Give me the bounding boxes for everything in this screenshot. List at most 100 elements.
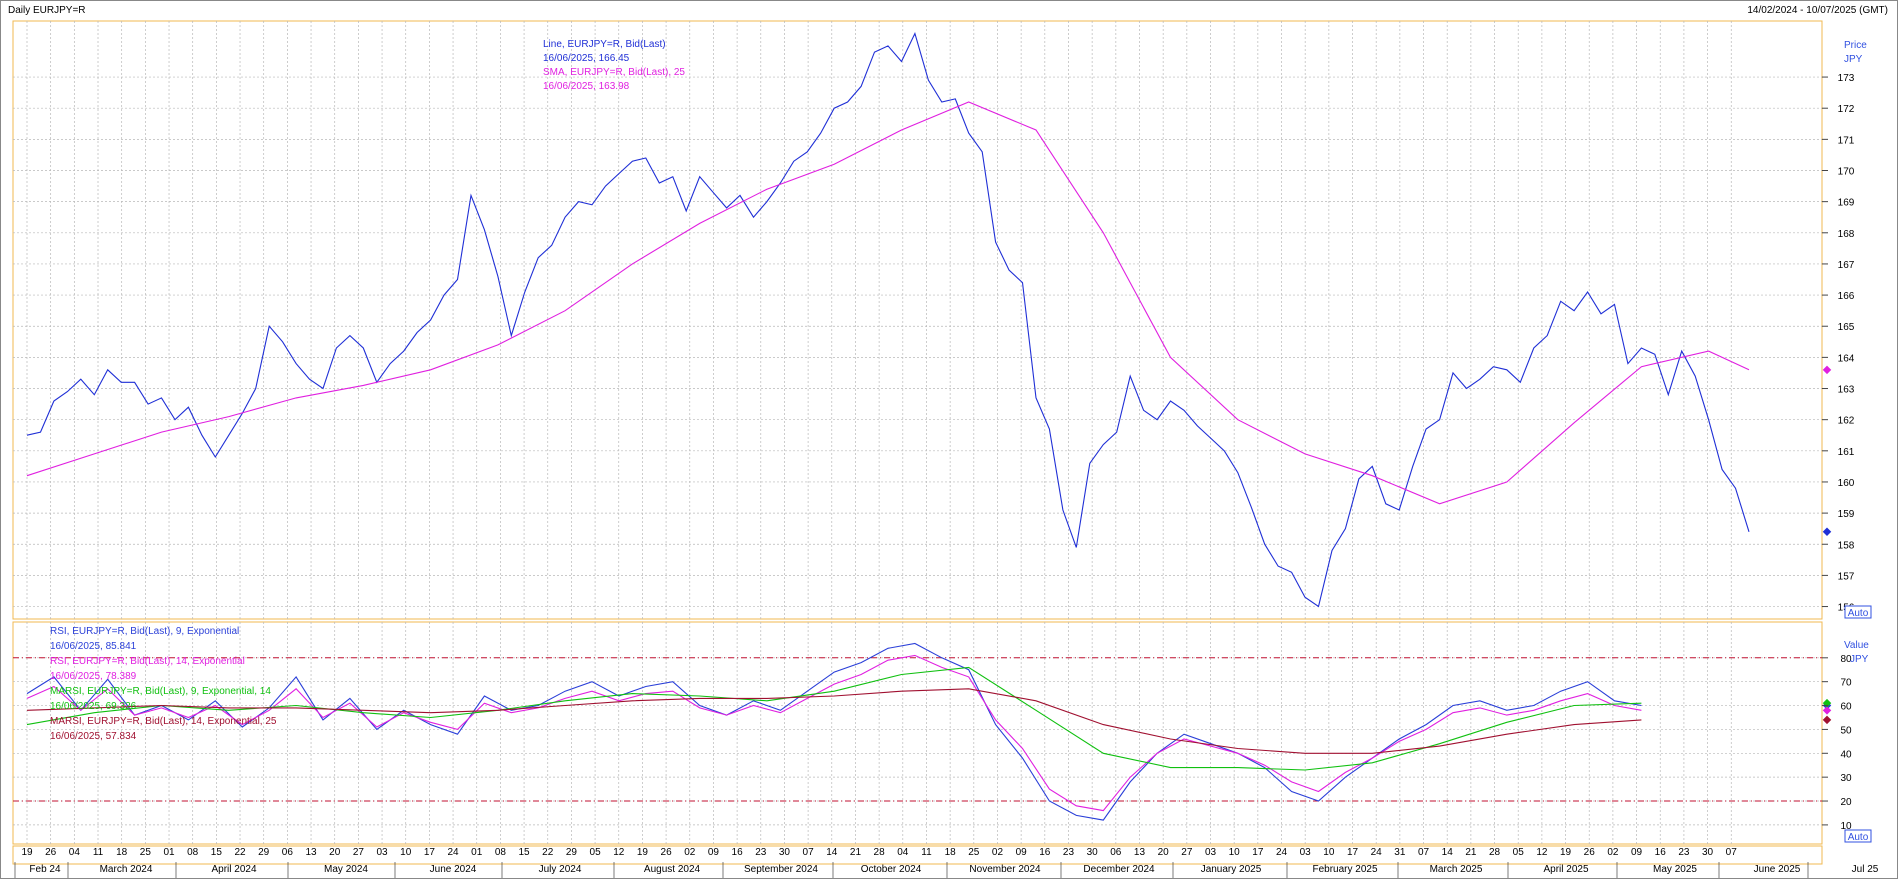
rsi-tick-label: 10 <box>1840 821 1852 832</box>
x-day-label: 01 <box>163 847 175 858</box>
price-tick-label: 160 <box>1838 478 1855 489</box>
x-day-label: 23 <box>1678 847 1690 858</box>
x-day-label: 11 <box>93 847 104 858</box>
price-tick-label: 163 <box>1838 385 1855 396</box>
x-day-label: 09 <box>708 847 720 858</box>
x-month-label: February 2025 <box>1312 864 1377 875</box>
x-day-label: 26 <box>1584 847 1596 858</box>
x-month-label: July 2024 <box>539 864 582 875</box>
x-day-label: 16 <box>1655 847 1667 858</box>
x-day-label: 07 <box>1726 847 1738 858</box>
rsi-tick-label: 50 <box>1840 725 1852 736</box>
x-day-label: 27 <box>1181 847 1193 858</box>
x-day-label: 17 <box>424 847 436 858</box>
last-value-marker <box>1822 715 1832 725</box>
price-legend: Line, EURJPY=R, Bid(Last) 16/06/2025, 166… <box>543 39 685 92</box>
x-day-label: 23 <box>755 847 767 858</box>
x-month-label: May 2025 <box>1653 864 1697 875</box>
rsi-auto-button[interactable] <box>1844 829 1872 843</box>
x-axis: 19 26 04 11 18 25 01 08 15 22 29 06 13 20 27 03 10 17 24 01… <box>14 847 1879 878</box>
x-day-label: 30 <box>1087 847 1099 858</box>
price-tick-label: 173 <box>1838 73 1855 84</box>
x-day-label: 26 <box>661 847 673 858</box>
x-day-label: 20 <box>1158 847 1170 858</box>
x-day-label: 30 <box>779 847 791 858</box>
x-day-label: 12 <box>1536 847 1548 858</box>
price-tick-label: 164 <box>1838 353 1855 364</box>
price-axis-unit: JPY <box>1844 54 1863 65</box>
price-legend-entry: SMA, EURJPY=R, Bid(Last), 25 <box>543 67 685 78</box>
x-day-label: 10 <box>1229 847 1241 858</box>
price-tick-label: 162 <box>1838 416 1855 427</box>
x-day-label: 08 <box>495 847 507 858</box>
x-day-label: 29 <box>566 847 578 858</box>
x-month-label: August 2024 <box>644 864 701 875</box>
price-tick-label: 169 <box>1838 198 1855 209</box>
x-day-label: 08 <box>187 847 199 858</box>
price-gridlines <box>13 21 1822 619</box>
x-day-label: 26 <box>45 847 57 858</box>
x-day-label: 23 <box>1063 847 1075 858</box>
x-month-label: June 2024 <box>430 864 477 875</box>
price-tick-label: 168 <box>1838 229 1855 240</box>
rsi-series-group <box>26 642 1832 821</box>
x-day-label: 09 <box>1631 847 1643 858</box>
x-day-label: 15 <box>519 847 531 858</box>
sma-line-series <box>26 101 1750 505</box>
rsi-axis-title: Value <box>1844 640 1869 651</box>
price-legend-entry: Line, EURJPY=R, Bid(Last) <box>543 39 666 50</box>
price-axis-title: Price <box>1844 40 1867 51</box>
x-day-label: 29 <box>258 847 270 858</box>
x-day-label: 30 <box>1702 847 1714 858</box>
x-day-label: 07 <box>803 847 815 858</box>
x-day-label: 04 <box>897 847 909 858</box>
rsi-legend: RSI, EURJPY=R, Bid(Last), 9, Exponential… <box>50 626 277 742</box>
x-day-label: 20 <box>329 847 341 858</box>
marsi14-line-series <box>26 688 1642 754</box>
price-tick-label: 171 <box>1838 135 1855 146</box>
x-month-label: March 2025 <box>1430 864 1483 875</box>
rsi-legend-entry: MARSI, EURJPY=R, Bid(Last), 9, Exponenti… <box>50 686 271 697</box>
x-day-label: 04 <box>69 847 81 858</box>
rsi14-line-series <box>26 654 1642 812</box>
price-auto-button[interactable] <box>1844 605 1872 619</box>
x-day-label: 25 <box>140 847 152 858</box>
last-value-marker <box>1822 706 1832 715</box>
rsi-tick-label: 40 <box>1840 749 1852 760</box>
rsi-legend-entry: 16/06/2025, 57.834 <box>50 731 137 742</box>
price-tick-label: 165 <box>1838 322 1855 333</box>
x-day-label: 17 <box>1252 847 1264 858</box>
x-month-label: September 2024 <box>744 864 818 875</box>
price-tick-label: 170 <box>1838 167 1855 178</box>
x-day-label: 18 <box>945 847 957 858</box>
x-day-label: 17 <box>1347 847 1359 858</box>
x-day-label: 01 <box>471 847 483 858</box>
rsi-tick-label: 20 <box>1840 797 1852 808</box>
x-day-label: 05 <box>1513 847 1525 858</box>
x-day-label: 28 <box>874 847 886 858</box>
x-month-label: Feb 24 <box>29 864 61 875</box>
x-month-label: June 2025 <box>1754 864 1801 875</box>
x-month-label: December 2024 <box>1083 864 1155 875</box>
last-value-marker <box>1822 365 1832 375</box>
price-tick-label: 167 <box>1838 260 1855 271</box>
x-day-label: 13 <box>1134 847 1146 858</box>
x-month-label: April 2024 <box>211 864 256 875</box>
x-day-label: 15 <box>211 847 223 858</box>
x-day-label: 22 <box>234 847 246 858</box>
x-day-label: 19 <box>1560 847 1572 858</box>
price-series-group <box>26 31 1832 608</box>
x-day-label: 18 <box>116 847 128 858</box>
x-day-label: 03 <box>1205 847 1217 858</box>
rsi-tick-label: 70 <box>1840 678 1852 689</box>
x-day-label: 03 <box>1300 847 1312 858</box>
x-day-label: 03 <box>376 847 388 858</box>
last-value-marker <box>1822 527 1832 537</box>
rsi-tick-label: 80 <box>1840 654 1852 665</box>
rsi-y-axis: 10 20 30 40 50 60 70 80 <box>1822 654 1852 832</box>
x-day-label: 16 <box>1039 847 1051 858</box>
x-day-label: 06 <box>282 847 294 858</box>
x-day-label: 14 <box>826 847 838 858</box>
